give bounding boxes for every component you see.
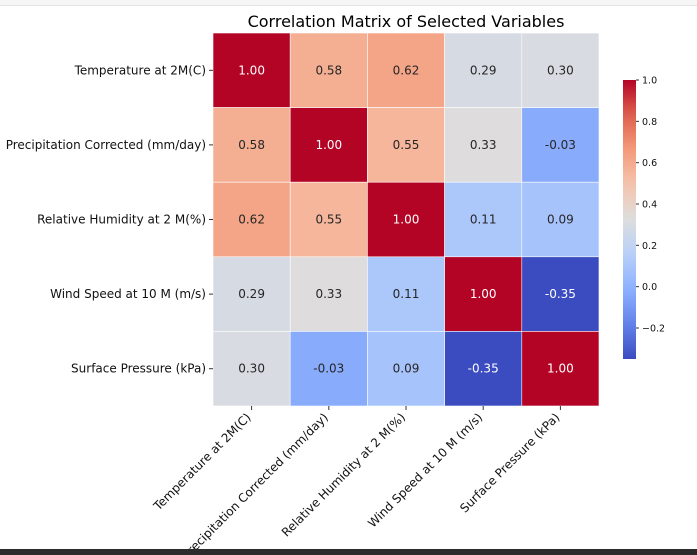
heatmap-cell xyxy=(444,32,523,108)
colorbar-gradient xyxy=(623,80,636,359)
cell-value-label: 0.11 xyxy=(393,287,420,301)
cell-value-label: 0.33 xyxy=(315,287,342,301)
heatmap-cell xyxy=(212,331,291,407)
cell-value-label: 0.58 xyxy=(315,63,342,77)
cell-value-label: 0.11 xyxy=(470,213,497,227)
cell-value-label: 0.09 xyxy=(393,362,420,376)
cell-value-label: 1.00 xyxy=(315,138,342,152)
cell-value-label: 0.30 xyxy=(238,362,265,376)
row-tick-label: Wind Speed at 10 M (m/s) xyxy=(50,287,206,301)
row-tick-label: Surface Pressure (kPa) xyxy=(71,362,206,376)
heatmap-cell xyxy=(444,256,523,332)
cell-value-label: 0.09 xyxy=(547,213,574,227)
heatmap-cell xyxy=(212,107,291,183)
colorbar-tick-label: 0.6 xyxy=(642,158,657,169)
row-tick-label: Relative Humidity at 2 M(%) xyxy=(37,213,206,227)
heatmap-cell xyxy=(521,331,600,407)
col-tick-label: Precipitation Corrected (mm/day) xyxy=(179,410,331,555)
heatmap-cell xyxy=(289,256,368,332)
col-tick-label: Relative Humidity at 2 M(%) xyxy=(279,410,408,539)
heatmap-cell xyxy=(212,181,291,258)
window-top-frame xyxy=(0,0,697,6)
cell-value-label: 0.62 xyxy=(238,213,265,227)
cell-value-label: 0.29 xyxy=(238,287,265,301)
cell-value-label: 0.62 xyxy=(393,63,420,77)
heatmap-cell xyxy=(212,32,291,108)
chart-title: Correlation Matrix of Selected Variables xyxy=(248,12,565,31)
row-tick-label: Temperature at 2M(C) xyxy=(74,63,206,77)
heatmap-cell xyxy=(444,331,523,407)
heatmap-cell xyxy=(367,107,445,183)
cell-value-label: 0.29 xyxy=(470,63,497,77)
cell-value-label: -0.03 xyxy=(313,362,344,376)
heatmap-cell xyxy=(289,331,368,407)
heatmap-cell xyxy=(289,181,368,258)
heatmap-cell xyxy=(521,181,600,258)
cell-value-label: 0.58 xyxy=(238,138,265,152)
heatmap-cell xyxy=(521,32,600,108)
colorbar-tick-label: 0.8 xyxy=(642,117,657,128)
heatmap-cell xyxy=(212,256,291,332)
cell-value-label: 1.00 xyxy=(393,213,420,227)
heatmap-cell xyxy=(289,32,368,108)
heatmap-cell xyxy=(367,331,445,407)
cell-value-label: 1.00 xyxy=(238,63,265,77)
colorbar-tick-label: 0.0 xyxy=(642,282,657,293)
heatmap-cell xyxy=(289,107,368,183)
colorbar: −0.2 0.0 0.2 0.4 0.6 0.8 1.0 xyxy=(623,76,665,359)
cell-value-label: -0.35 xyxy=(468,362,499,376)
row-tick-label: Precipitation Corrected (mm/day) xyxy=(6,138,206,152)
cell-value-label: -0.03 xyxy=(545,138,576,152)
heatmap-cell xyxy=(367,256,445,332)
colorbar-tick-label: 1.0 xyxy=(642,76,657,87)
cell-value-label: 0.55 xyxy=(315,213,342,227)
heatmap-cell xyxy=(444,181,523,258)
cell-value-label: 1.00 xyxy=(470,287,497,301)
colorbar-tick-label: −0.2 xyxy=(642,324,665,335)
cell-value-label: 0.30 xyxy=(547,63,574,77)
colorbar-tick-label: 0.2 xyxy=(642,241,657,252)
cell-value-label: 0.55 xyxy=(393,138,420,152)
heatmap-cell xyxy=(521,256,600,332)
heatmap-cells: 1.00 0.58 0.62 0.29 0.30 0.58 1.00 0.55 0.33 -0.0… xyxy=(212,32,600,407)
heatmap-cell xyxy=(521,107,600,183)
taskbar-edge xyxy=(0,549,697,555)
cell-value-label: 1.00 xyxy=(547,362,574,376)
row-tick-labels: Temperature at 2M(C) Precipitation Correc… xyxy=(6,63,213,376)
cell-value-label: 0.33 xyxy=(470,138,497,152)
colorbar-tick-label: 0.4 xyxy=(642,200,657,211)
cell-value-label: -0.35 xyxy=(545,287,576,301)
column-tick-labels: Temperature at 2M(C)Precipitation Correc… xyxy=(150,406,563,555)
